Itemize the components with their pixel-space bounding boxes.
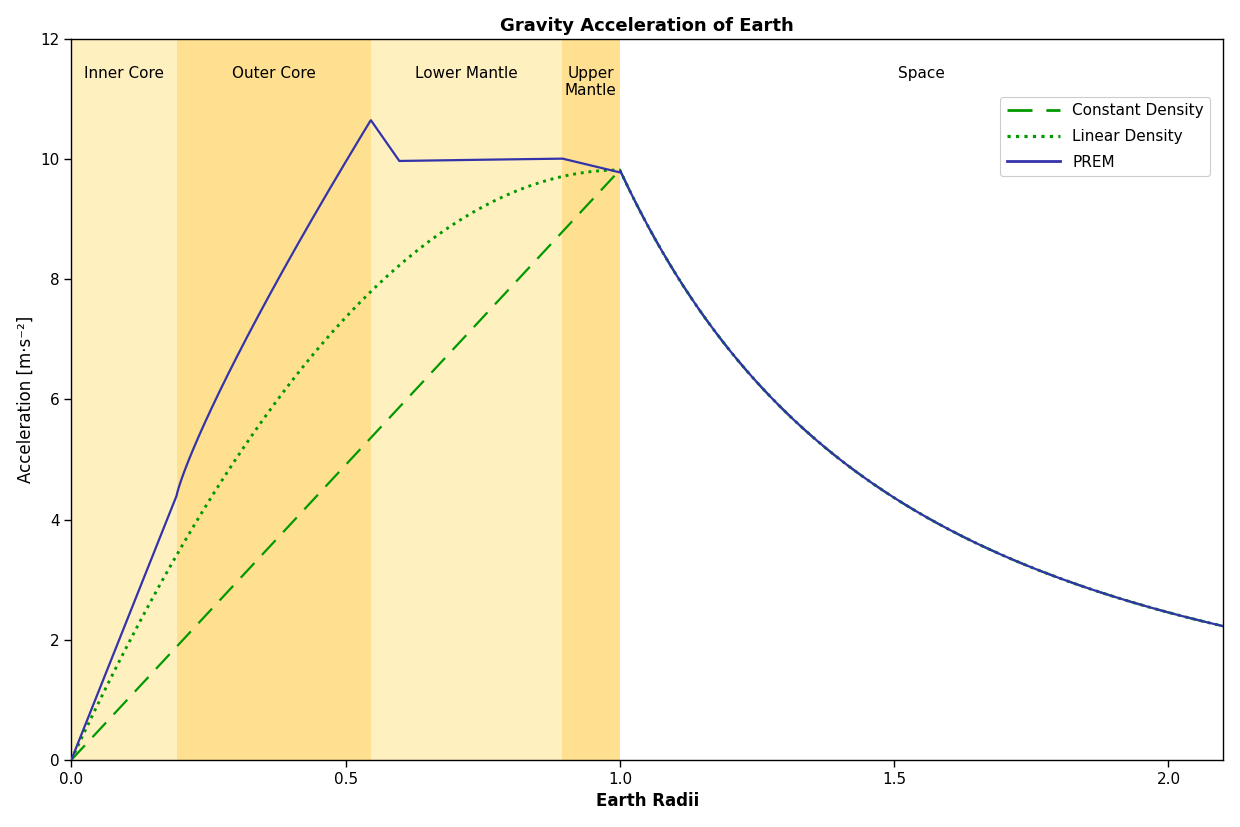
- Bar: [71, 39, 176, 760]
- Text: Space: Space: [898, 66, 945, 81]
- X-axis label: Earth Radii: Earth Radii: [595, 792, 699, 810]
- Text: Lower Mantle: Lower Mantle: [415, 66, 517, 81]
- Bar: [562, 39, 620, 760]
- Text: Outer Core: Outer Core: [232, 66, 316, 81]
- Text: Inner Core: Inner Core: [84, 66, 164, 81]
- Text: Upper
Mantle: Upper Mantle: [565, 66, 616, 98]
- Title: Gravity Acceleration of Earth: Gravity Acceleration of Earth: [501, 17, 794, 35]
- Y-axis label: Acceleration [m·s⁻²]: Acceleration [m·s⁻²]: [16, 316, 35, 483]
- Bar: [176, 39, 371, 760]
- Legend: Constant Density, Linear Density, PREM: Constant Density, Linear Density, PREM: [1001, 97, 1210, 175]
- Bar: [371, 39, 562, 760]
